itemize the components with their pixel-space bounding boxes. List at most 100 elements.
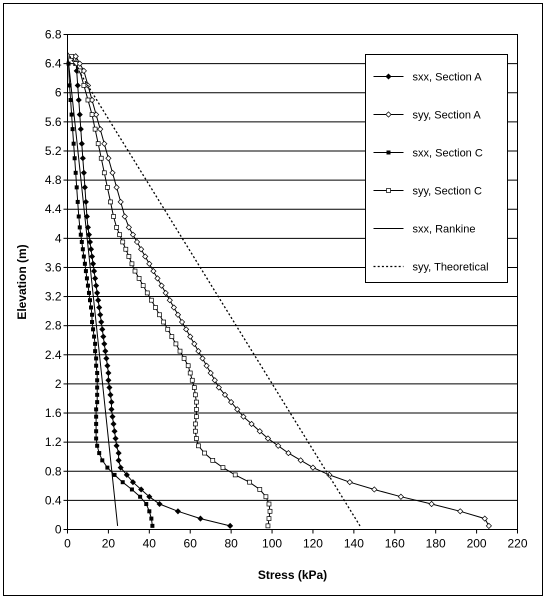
plot-area-border: [67, 34, 518, 530]
data-point: [89, 253, 96, 260]
data-point: [210, 457, 216, 463]
data-point: [95, 141, 101, 147]
data-point: [105, 155, 112, 162]
data-point: [85, 231, 93, 238]
data-point: [112, 472, 117, 477]
x-tick-label: 160: [385, 537, 405, 551]
data-point: [73, 61, 79, 66]
y-tick-label: 3.2: [45, 290, 62, 304]
y-tick-label: 5.2: [45, 144, 62, 158]
data-point: [99, 326, 106, 333]
data-point: [87, 246, 95, 253]
data-point: [227, 522, 234, 529]
data-point: [95, 370, 100, 375]
legend-label: syy, Section A: [413, 110, 482, 122]
data-point: [89, 112, 95, 117]
data-point: [76, 60, 83, 67]
data-point: [203, 362, 210, 369]
y-axis-ticks: 0 0.4 0.8 1.2 1.6 2 2.4 2.8 3.2 3.6 4 4.4 4.8 5.2 5.6 6…: [45, 28, 68, 537]
series-line: [67, 52, 119, 526]
data-point: [78, 140, 85, 147]
data-point: [144, 290, 150, 296]
data-point: [275, 442, 282, 449]
data-point: [326, 471, 333, 478]
data-point: [74, 82, 81, 89]
y-axis-label: Elevation (m): [15, 244, 29, 319]
data-point: [150, 523, 155, 528]
data-point: [138, 494, 143, 499]
data-point: [88, 96, 96, 104]
series-5: [66, 52, 361, 527]
data-point: [81, 184, 88, 191]
data-point: [93, 341, 98, 346]
data-point: [91, 327, 96, 332]
data-point: [97, 311, 104, 318]
data-point: [428, 500, 435, 508]
x-axis-label: Stress (kPa): [258, 568, 327, 582]
data-point: [297, 457, 304, 464]
data-point: [386, 188, 391, 193]
data-point: [234, 406, 241, 413]
data-point: [481, 515, 488, 522]
data-point: [138, 246, 145, 253]
data-point: [240, 413, 247, 420]
data-point: [181, 356, 187, 361]
data-point: [136, 276, 142, 281]
data-point: [92, 126, 98, 132]
legend: sxx, Section A syy, Section A sxx, Section…: [365, 54, 508, 283]
data-point: [112, 435, 119, 442]
series-line: [66, 52, 361, 527]
x-tick-label: 0: [64, 537, 71, 551]
data-point: [154, 275, 161, 282]
data-point: [120, 239, 126, 245]
data-point: [256, 428, 263, 435]
data-point: [133, 238, 141, 246]
data-point: [72, 156, 77, 161]
data-point: [95, 297, 102, 304]
series-line: [71, 56, 271, 526]
data-point: [485, 522, 492, 529]
data-point: [129, 487, 134, 492]
data-point: [177, 348, 183, 354]
data-point: [113, 442, 120, 449]
data-point: [97, 451, 102, 456]
data-point: [77, 68, 83, 74]
data-point: [95, 400, 100, 405]
data-point: [149, 516, 154, 521]
data-point: [228, 399, 235, 406]
data-point: [197, 515, 204, 522]
data-point: [194, 407, 199, 412]
data-point: [94, 289, 101, 296]
data-point: [146, 260, 153, 267]
data-point: [81, 83, 87, 88]
data-point: [232, 472, 238, 478]
data-point: [90, 260, 97, 267]
data-point: [80, 67, 87, 74]
data-point: [266, 516, 272, 521]
data-point: [89, 305, 94, 310]
data-point: [113, 184, 120, 191]
data-point: [146, 493, 153, 500]
data-point: [162, 289, 169, 297]
data-point: [126, 254, 132, 259]
legend-label: syy, Theoretical: [413, 262, 489, 274]
legend-label: sxx, Rankine: [413, 224, 476, 236]
data-point: [98, 319, 105, 326]
data-point: [95, 378, 100, 383]
data-point: [123, 246, 129, 252]
data-point: [195, 348, 202, 355]
data-point: [94, 414, 99, 419]
data-point: [199, 355, 206, 362]
legend-item: sxx, Section A: [373, 72, 482, 84]
data-point: [285, 449, 292, 457]
data-point: [93, 111, 100, 118]
data-point: [93, 349, 98, 354]
data-point: [67, 83, 72, 88]
legend-item: syy, Section C: [373, 186, 482, 198]
data-point: [194, 414, 199, 420]
data-point: [192, 392, 198, 398]
data-point: [165, 326, 171, 332]
y-tick-label: 0: [55, 523, 62, 537]
data-point: [149, 297, 154, 303]
data-point: [191, 340, 198, 347]
